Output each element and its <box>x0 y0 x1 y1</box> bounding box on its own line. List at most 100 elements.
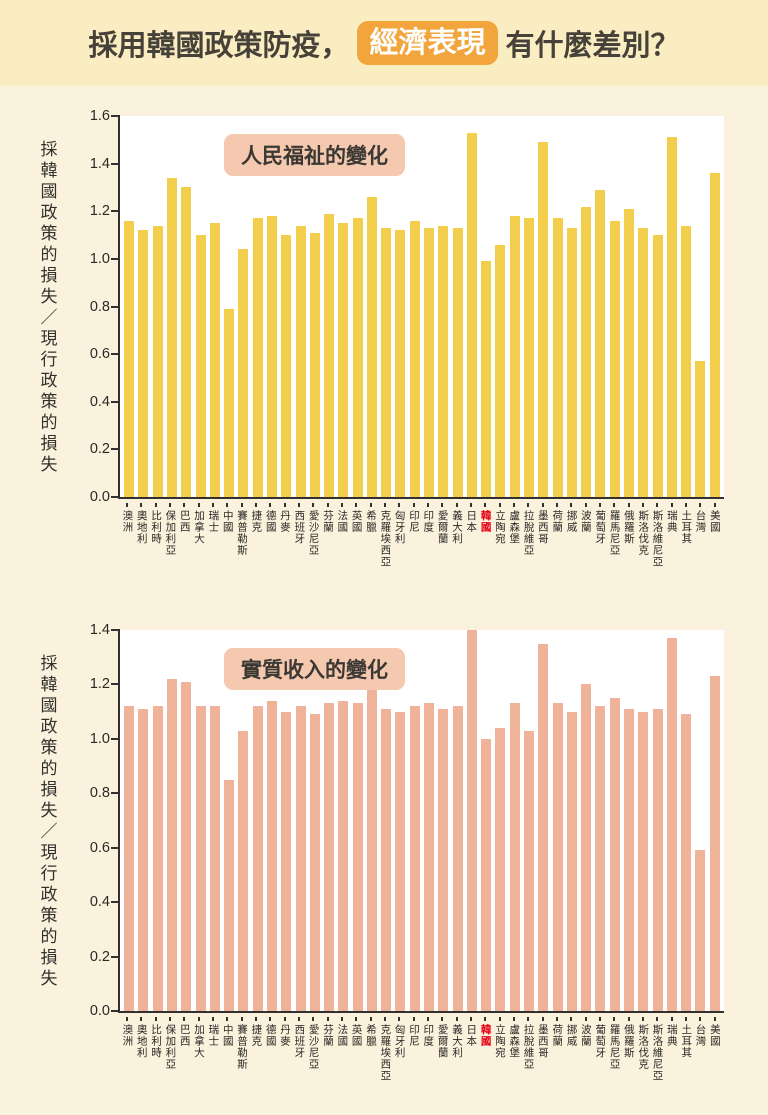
bar-奧地利 <box>138 708 149 1011</box>
x-label-slot: 葡萄牙 <box>593 503 607 568</box>
x-label-slot: 土耳其 <box>679 1017 693 1082</box>
bar-slot <box>236 116 250 497</box>
bar-斯洛維尼亞 <box>652 235 663 497</box>
x-tick-label: 義大利 <box>450 1024 463 1059</box>
x-label-slot: 巴西 <box>177 503 191 568</box>
x-label-slot: 義大利 <box>450 503 464 568</box>
x-label-slot: 中國 <box>220 1017 234 1082</box>
x-label-slot: 羅馬尼亞 <box>607 503 621 568</box>
bar-荷蘭 <box>552 218 563 497</box>
x-label-slot: 法國 <box>335 503 349 568</box>
x-label-slot: 加拿大 <box>192 503 206 568</box>
x-label-slot: 印度 <box>421 503 435 568</box>
bar-slot <box>450 116 464 497</box>
y-tick-mark <box>111 629 120 631</box>
x-tick-label: 葡萄牙 <box>594 510 607 545</box>
x-tick-label: 澳洲 <box>121 510 134 533</box>
bar-賽普勒斯 <box>238 249 249 497</box>
bar-瑞士 <box>209 223 220 497</box>
x-tick-label: 土耳其 <box>680 1024 693 1059</box>
x-label-slot: 匈牙利 <box>392 503 406 568</box>
bar-slot <box>151 630 165 1011</box>
x-tick-label: 斯洛伐克 <box>637 510 650 556</box>
x-tick-label: 俄羅斯 <box>622 1024 635 1059</box>
x-tick-label: 捷克 <box>250 1024 263 1047</box>
x-label-slot: 德國 <box>263 1017 277 1082</box>
bar-英國 <box>352 703 363 1011</box>
y-tick-mark <box>111 846 120 849</box>
x-tick-label: 墨西哥 <box>536 510 549 545</box>
x-axis-labels: 澳洲 奧地利 比利時 保加利亞 巴西 加拿大 瑞士 中國 賽普勒斯 捷克 德國 丹麥 西班牙 愛沙尼亞 芬蘭… <box>118 1017 724 1082</box>
x-label-slot: 加拿大 <box>192 1017 206 1082</box>
bar-slot <box>579 630 593 1011</box>
bar-波蘭 <box>581 206 592 497</box>
y-tick-mark <box>111 257 120 260</box>
x-label-slot: 希臘 <box>364 503 378 568</box>
bar-匈牙利 <box>395 230 406 497</box>
bar-slot <box>408 116 422 497</box>
x-label-slot: 中國 <box>220 503 234 568</box>
bar-巴西 <box>181 681 192 1011</box>
x-label-slot: 德國 <box>263 503 277 568</box>
x-tick-label: 俄羅斯 <box>622 510 635 545</box>
bar-愛沙尼亞 <box>309 232 320 497</box>
x-tick-label: 愛爾蘭 <box>436 510 449 545</box>
x-label-slot: 波蘭 <box>579 503 593 568</box>
bar-slot <box>393 630 407 1011</box>
x-label-slot: 葡萄牙 <box>593 1017 607 1082</box>
bar-slot <box>436 630 450 1011</box>
x-label-slot: 立陶宛 <box>493 1017 507 1082</box>
bar-slot <box>165 630 179 1011</box>
bar-slot <box>251 630 265 1011</box>
title-highlight-badge: 經濟表現 <box>357 20 498 66</box>
x-tick-label: 荷蘭 <box>551 510 564 533</box>
bar-slot <box>251 116 265 497</box>
bar-slot <box>708 630 722 1011</box>
y-tick-label: 0.2 <box>89 441 110 458</box>
bars-container <box>120 116 724 497</box>
bar-英國 <box>352 218 363 497</box>
x-tick-label: 台灣 <box>694 510 707 533</box>
y-tick-mark <box>111 683 120 686</box>
x-tick-label: 克羅埃西亞 <box>379 1024 392 1082</box>
x-tick-label: 希臘 <box>364 510 377 533</box>
bar-捷克 <box>252 706 263 1011</box>
bar-西班牙 <box>295 225 306 497</box>
bar-盧森堡 <box>509 216 520 497</box>
x-label-slot: 斯洛伐克 <box>636 1017 650 1082</box>
x-label-slot: 斯洛伐克 <box>636 503 650 568</box>
x-label-slot: 俄羅斯 <box>621 1017 635 1082</box>
x-label-slot: 捷克 <box>249 503 263 568</box>
bar-日本 <box>466 132 477 497</box>
x-tick-label: 丹麥 <box>279 1024 292 1047</box>
x-tick-label: 挪威 <box>565 1024 578 1047</box>
bar-slot <box>365 630 379 1011</box>
bar-slot <box>122 116 136 497</box>
bar-slot <box>665 116 679 497</box>
x-label-slot: 丹麥 <box>278 1017 292 1082</box>
y-tick-label: 0.6 <box>89 346 110 363</box>
x-label-slot: 盧森堡 <box>507 1017 521 1082</box>
bar-印度 <box>424 227 435 497</box>
x-tick-label: 愛爾蘭 <box>436 1024 449 1059</box>
welfare-change-chart: 採韓國政策的損失／現行政策的損失 人民福祉的變化 0.0 0.2 0.4 0.6 0.8… <box>0 94 768 582</box>
bar-墨西哥 <box>538 643 549 1011</box>
x-label-slot: 日本 <box>464 503 478 568</box>
bar-希臘 <box>366 196 377 497</box>
bar-愛沙尼亞 <box>309 714 320 1011</box>
x-tick-label: 芬蘭 <box>322 1024 334 1047</box>
bar-德國 <box>266 700 277 1011</box>
bar-日本 <box>466 630 477 1011</box>
x-label-slot: 瑞士 <box>206 503 220 568</box>
x-tick-label: 匈牙利 <box>393 1024 406 1059</box>
y-axis-title: 採韓國政策的損失／現行政策的損失 <box>37 653 57 990</box>
bar-加拿大 <box>195 706 206 1011</box>
bar-slot <box>593 630 607 1011</box>
bar-義大利 <box>452 227 463 497</box>
y-axis-title: 採韓國政策的損失／現行政策的損失 <box>37 139 57 476</box>
x-label-slot: 盧森堡 <box>507 503 521 568</box>
bar-克羅埃西亞 <box>381 227 392 497</box>
x-label-slot: 法國 <box>335 1017 349 1082</box>
bar-俄羅斯 <box>623 208 634 497</box>
bars-container <box>120 630 724 1011</box>
